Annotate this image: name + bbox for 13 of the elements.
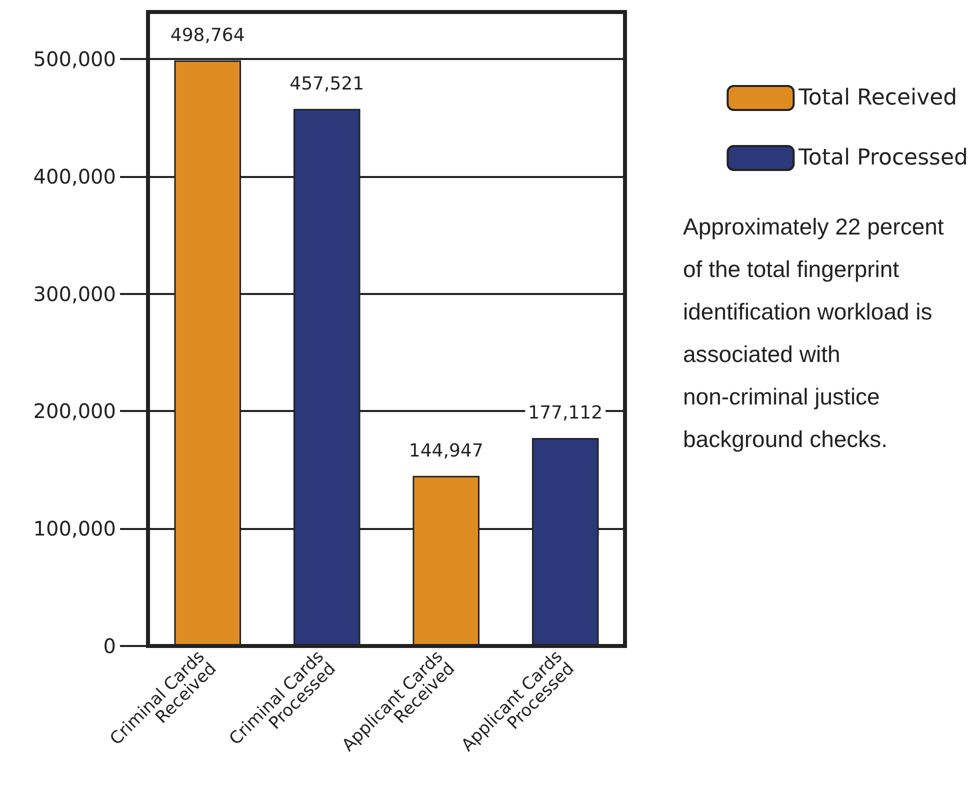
data-label: 144,947 bbox=[408, 440, 484, 462]
y-tick-label: 500,000 bbox=[33, 46, 116, 71]
data-label: 457,521 bbox=[290, 73, 364, 94]
data-label: 498,764 bbox=[170, 24, 245, 46]
y-tick-label: 300,000 bbox=[33, 282, 116, 306]
legend-label: Total Received bbox=[798, 86, 958, 110]
y-tick-label: 100,000 bbox=[33, 516, 116, 541]
y-tick-label: 400,000 bbox=[33, 164, 116, 188]
legend-label: Total Processed bbox=[798, 146, 968, 170]
y-tick-label: 200,000 bbox=[33, 399, 116, 424]
data-label: 177,112 bbox=[528, 402, 603, 424]
text: Approximately 22 percent of the total fingerprint identification workload is associated with non-criminal justice background checks. bbox=[683, 213, 950, 452]
y-tick-label: 0 bbox=[103, 634, 116, 658]
